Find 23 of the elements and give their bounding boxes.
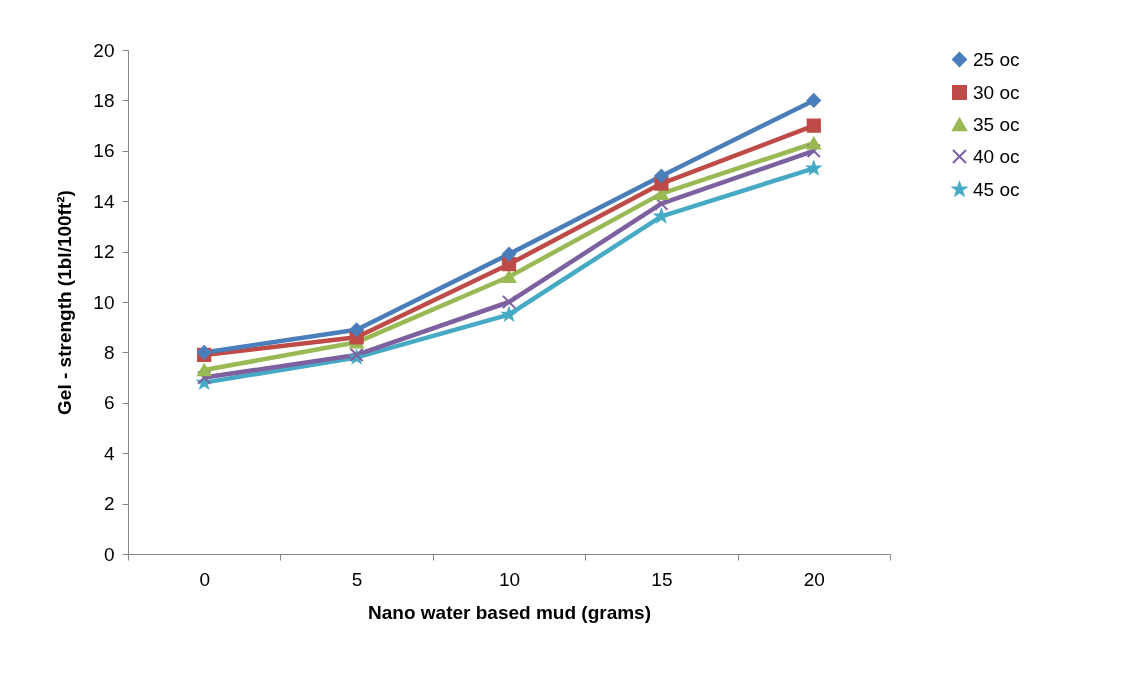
x-axis-title: Nano water based mud (grams) [368,601,651,623]
legend-label: 35 oc [973,113,1020,135]
y-tick-label: 14 [93,190,115,212]
y-tick-label: 12 [93,241,115,263]
x-tick-label: 20 [803,568,825,590]
y-tick-label: 0 [103,543,115,565]
y-tick-label: 20 [93,39,115,61]
y-tick-label: 8 [103,341,115,363]
y-tick-label: 4 [103,442,115,464]
legend-label: 25 oc [973,48,1020,70]
y-tick-label: 2 [103,493,115,515]
x-tick-label: 5 [351,568,363,590]
y-tick-label: 6 [103,392,115,414]
y-tick-label: 18 [93,89,115,111]
y-axis-title: Gel - strength (1bl/100ft²) [54,190,76,415]
legend-label: 45 oc [973,178,1020,200]
y-tick-label: 10 [93,291,115,313]
x-tick-label: 0 [199,568,210,590]
x-tick-label: 15 [651,568,673,590]
legend-label: 40 oc [973,145,1020,167]
x-tick-label: 10 [498,568,521,590]
y-tick-label: 16 [93,140,115,162]
legend-label: 30 oc [973,81,1020,103]
